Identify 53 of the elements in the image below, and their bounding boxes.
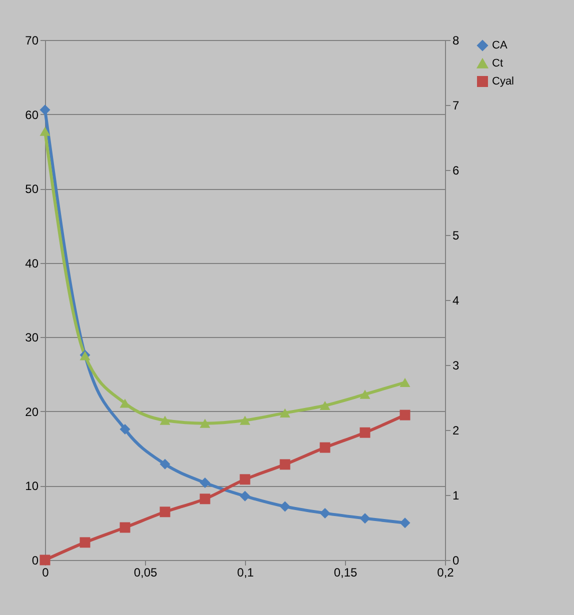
- y2-tick-label: 1: [452, 488, 460, 502]
- y2-tick-label: 8: [452, 34, 460, 48]
- point: [120, 398, 130, 408]
- point: [200, 494, 210, 504]
- legend-label: Cyal: [492, 76, 514, 88]
- y2-tick-label: 2: [452, 424, 460, 438]
- point: [40, 554, 50, 566]
- x-tick-label: 0,2: [437, 566, 454, 580]
- y2-tick-label: 6: [452, 164, 460, 178]
- point: [40, 104, 50, 116]
- point: [320, 400, 330, 410]
- point: [400, 518, 410, 528]
- point: [120, 522, 130, 533]
- point: [200, 478, 210, 488]
- point: [320, 508, 330, 518]
- point: [40, 126, 50, 136]
- y2-tick-label: 5: [452, 228, 460, 242]
- y-tick-label: 60: [25, 108, 39, 122]
- point: [160, 416, 170, 425]
- x-tick-label: 0,05: [134, 566, 158, 580]
- point: [160, 458, 170, 470]
- legend-label: CA: [492, 40, 508, 52]
- point: [360, 513, 370, 524]
- x-tick-label: 0,1: [237, 566, 254, 580]
- point: [280, 459, 290, 470]
- point: [80, 537, 90, 548]
- y-tick-label: 50: [25, 182, 39, 196]
- x-tick-label: 0: [42, 566, 50, 580]
- legend-label: Ct: [492, 58, 503, 70]
- point: [280, 408, 290, 418]
- point: [280, 501, 290, 512]
- y2-tick-label: 7: [452, 98, 460, 112]
- point: [360, 390, 370, 399]
- point: [360, 427, 370, 438]
- y-tick-label: 10: [25, 479, 39, 494]
- point: [120, 424, 130, 434]
- point: [400, 410, 410, 420]
- y-tick-label: 70: [25, 34, 39, 48]
- y-tick-label: 30: [25, 330, 39, 345]
- point: [240, 490, 250, 502]
- point: [320, 442, 330, 453]
- point: [160, 506, 170, 518]
- y-tick-label: 0: [32, 554, 39, 568]
- y-tick-label: 40: [25, 256, 39, 270]
- y2-tick-label: 4: [452, 294, 460, 308]
- y2-tick-label: 0: [452, 554, 460, 568]
- point: [200, 418, 210, 428]
- point: [400, 378, 410, 387]
- y2-tick-label: 3: [452, 358, 460, 372]
- x-tick-label: 0,15: [334, 566, 358, 580]
- point: [240, 474, 250, 485]
- point: [240, 416, 250, 425]
- y-tick-label: 20: [25, 404, 39, 419]
